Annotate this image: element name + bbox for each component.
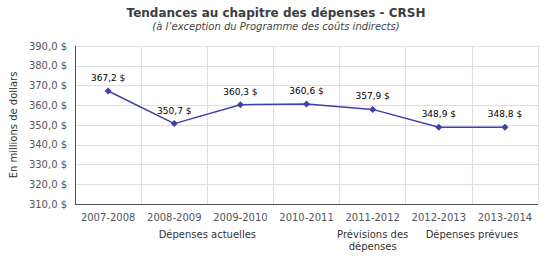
svg-text:360,6 $: 360,6 $ — [289, 86, 323, 96]
svg-text:Prévisions des: Prévisions des — [337, 229, 408, 240]
svg-text:2009-2010: 2009-2010 — [213, 212, 268, 223]
svg-text:367,2 $: 367,2 $ — [91, 73, 125, 83]
svg-text:350,0 $: 350,0 $ — [29, 120, 67, 131]
svg-text:En millions de dollars: En millions de dollars — [8, 72, 19, 179]
svg-text:2012-2013: 2012-2013 — [412, 212, 467, 223]
svg-text:Dépenses actuelles: Dépenses actuelles — [159, 229, 256, 240]
svg-text:Dépenses prévues: Dépenses prévues — [426, 229, 518, 240]
svg-text:340,0 $: 340,0 $ — [29, 139, 67, 150]
svg-text:380,0 $: 380,0 $ — [29, 60, 67, 71]
svg-text:348,9 $: 348,9 $ — [422, 109, 456, 119]
svg-text:360,3 $: 360,3 $ — [223, 87, 257, 97]
svg-text:330,0 $: 330,0 $ — [29, 159, 67, 170]
svg-text:350,7 $: 350,7 $ — [157, 106, 191, 116]
svg-text:310,0 $: 310,0 $ — [29, 199, 67, 210]
svg-text:390,0 $: 390,0 $ — [29, 41, 67, 52]
svg-text:357,9 $: 357,9 $ — [355, 91, 389, 101]
svg-text:348,8 $: 348,8 $ — [488, 109, 522, 119]
svg-text:360,0 $: 360,0 $ — [29, 100, 67, 111]
svg-text:2013-2014: 2013-2014 — [478, 212, 533, 223]
svg-text:(à l’exception du Programme de: (à l’exception du Programme des coûts in… — [152, 21, 399, 32]
svg-text:2007-2008: 2007-2008 — [81, 212, 136, 223]
svg-text:dépenses: dépenses — [349, 241, 397, 252]
svg-text:320,0 $: 320,0 $ — [29, 179, 67, 190]
svg-text:2010-2011: 2010-2011 — [279, 212, 334, 223]
svg-text:2008-2009: 2008-2009 — [147, 212, 202, 223]
svg-text:2011-2012: 2011-2012 — [345, 212, 400, 223]
svg-text:370,0 $: 370,0 $ — [29, 80, 67, 91]
svg-text:Tendances au chapitre des dépe: Tendances au chapitre des dépenses - CRS… — [127, 6, 426, 20]
